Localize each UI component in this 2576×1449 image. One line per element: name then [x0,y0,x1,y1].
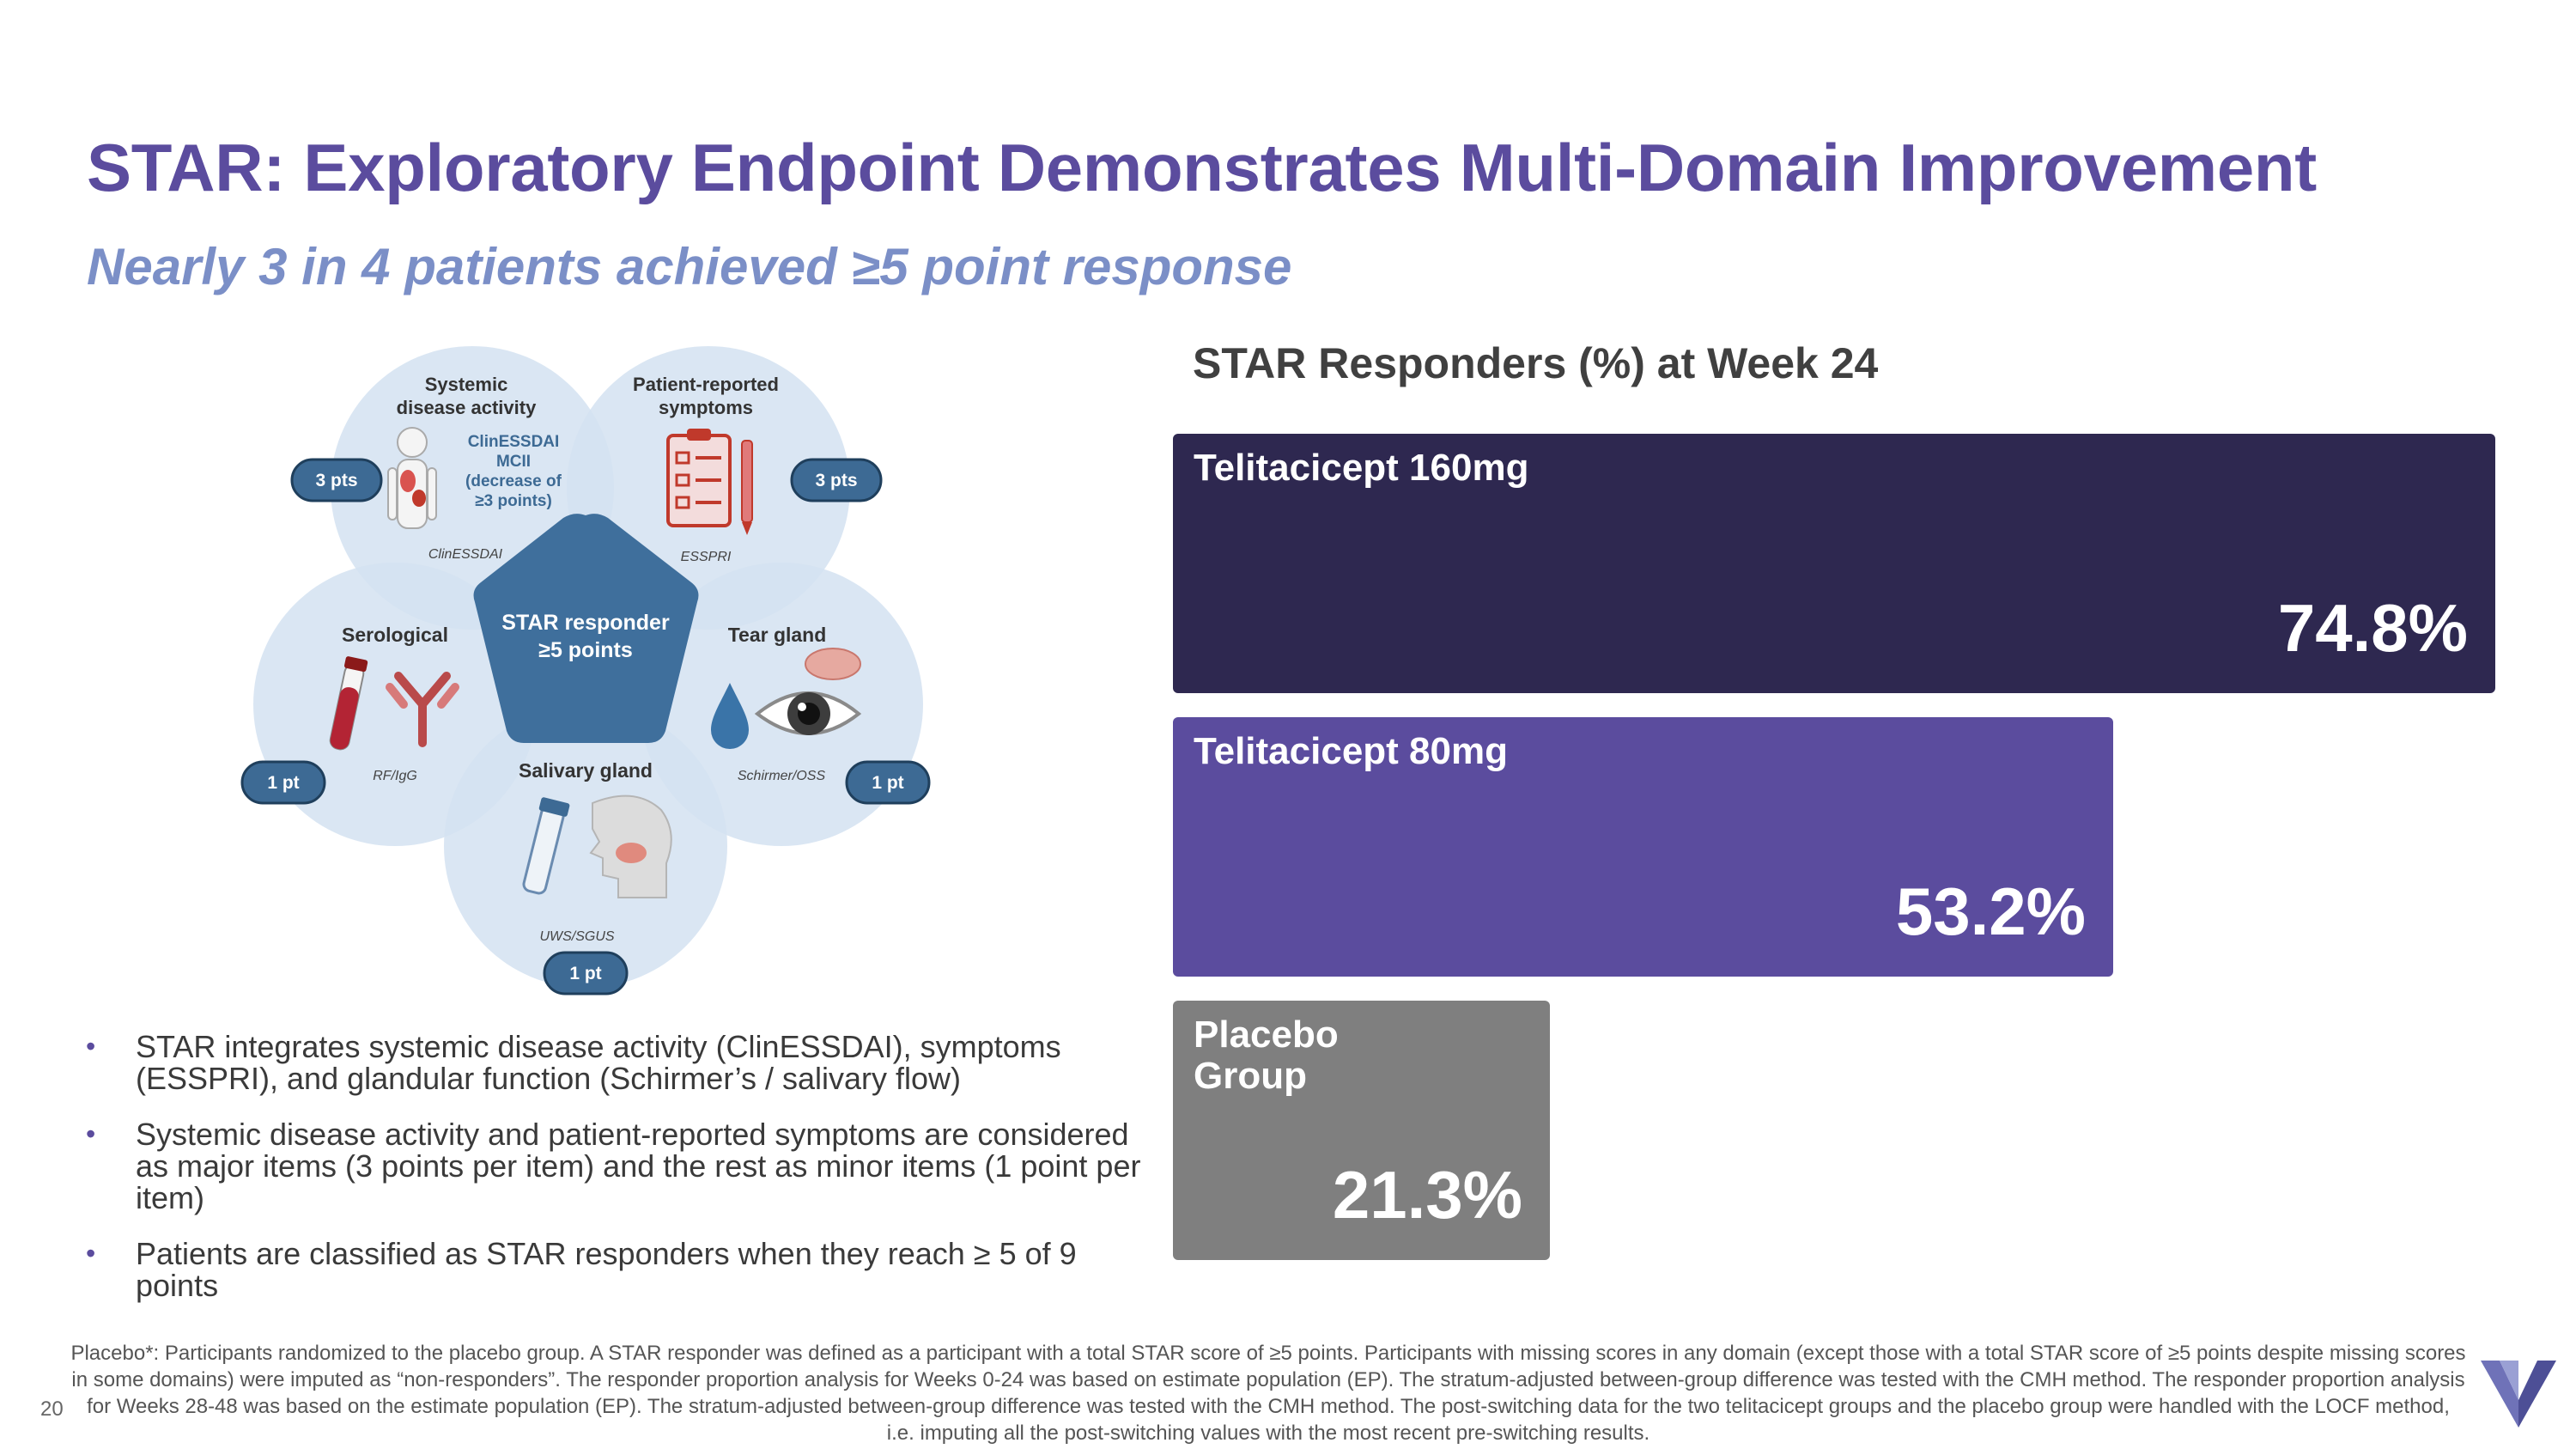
questionnaire-icon [666,429,753,535]
bar: Telitacicept 80mg 53.2% [1173,717,2113,977]
bar-category-label: Telitacicept 80mg [1194,730,1508,772]
patient-points: 3 pts [815,471,857,490]
page-number: 20 [40,1397,64,1421]
patient-tool: ESSPRI [681,550,732,564]
patient-title-line1: Patient-reported [633,374,779,395]
responders-bar-chart: Telitacicept 160mg 74.8% Telitacicept 80mg… [1173,434,2495,1267]
systemic-note-2: MCII [496,453,531,471]
systemic-title-line2: disease activity [397,397,537,418]
bar-value-label: 21.3% [1332,1157,1522,1233]
antibody-icon [386,672,459,747]
saliva-tube-icon [522,797,570,895]
tear-gland-title: Tear gland [728,624,827,646]
tear-gland-points: 1 pt [872,773,903,793]
bar: Placebo Group 21.3% [1173,1001,1550,1260]
bar-value-label: 53.2% [1895,874,2086,949]
company-logo-icon [2481,1361,2556,1428]
bullet-dot-icon: • [86,1031,96,1062]
serological-points-pill [240,760,326,805]
systemic-note-3: (decrease of [465,472,562,490]
tear-gland-tool: Schirmer/OSS [738,769,826,783]
bar-category-label: Placebo Group [1194,1014,1339,1097]
patient-title-line2: symptoms [659,397,753,418]
systemic-note-4: ≥3 points) [475,492,552,510]
bullet-dot-icon: • [86,1238,96,1269]
blood-tube-icon [329,656,368,751]
systemic-tool: ClinESSDAI [428,547,503,562]
bullet-item: • Systemic disease activity and patient-r… [86,1118,1151,1214]
eye-icon [754,648,862,735]
bullet-list: • STAR integrates systemic disease activi… [86,1031,1151,1325]
bullet-item: • Patients are classified as STAR respond… [86,1238,1151,1301]
serological-points: 1 pt [267,773,299,793]
star-domain-diagram: STAR responder ≥5 points Systemic diseas… [232,339,936,1018]
systemic-note-1: ClinESSDAI [468,433,560,451]
systemic-points: 3 pts [315,471,357,490]
center-label-line1: STAR responder [501,611,670,635]
human-body-icon [387,427,437,529]
bullet-text: Systemic disease activity and patient-re… [136,1117,1141,1215]
bullet-item: • STAR integrates systemic disease activi… [86,1031,1151,1094]
chart-title: STAR Responders (%) at Week 24 [1193,339,1879,387]
slide-subtitle: Nearly 3 in 4 patients achieved ≥5 point… [87,238,1292,295]
footnote: Placebo*: Participants randomized to the… [70,1342,2466,1445]
tear-drop-icon [711,683,749,749]
systemic-points-pill [290,458,383,502]
bar-value-label: 74.8% [2277,590,2468,666]
salivary-title: Salivary gland [519,759,653,782]
domain-circle-salivary [444,704,727,988]
bullet-text: Patients are classified as STAR responde… [136,1236,1077,1303]
head-profile-icon [589,795,672,898]
serological-tool: RF/IgG [373,769,417,783]
bullet-text: STAR integrates systemic disease activit… [136,1029,1061,1096]
bullet-dot-icon: • [86,1118,96,1149]
systemic-title-line1: Systemic [425,374,508,395]
patient-points-pill [790,458,883,502]
bar-category-label: Telitacicept 160mg [1194,447,1529,489]
center-label-line2: ≥5 points [538,638,633,662]
salivary-points-pill [543,951,629,995]
serological-title: Serological [342,624,448,646]
salivary-tool: UWS/SGUS [539,929,614,944]
bar: Telitacicept 160mg 74.8% [1173,434,2495,693]
salivary-points: 1 pt [569,964,601,983]
star-responder-pentagon [473,514,699,743]
slide-title: STAR: Exploratory Endpoint Demonstrates … [87,130,2317,205]
tear-gland-points-pill [845,760,931,805]
